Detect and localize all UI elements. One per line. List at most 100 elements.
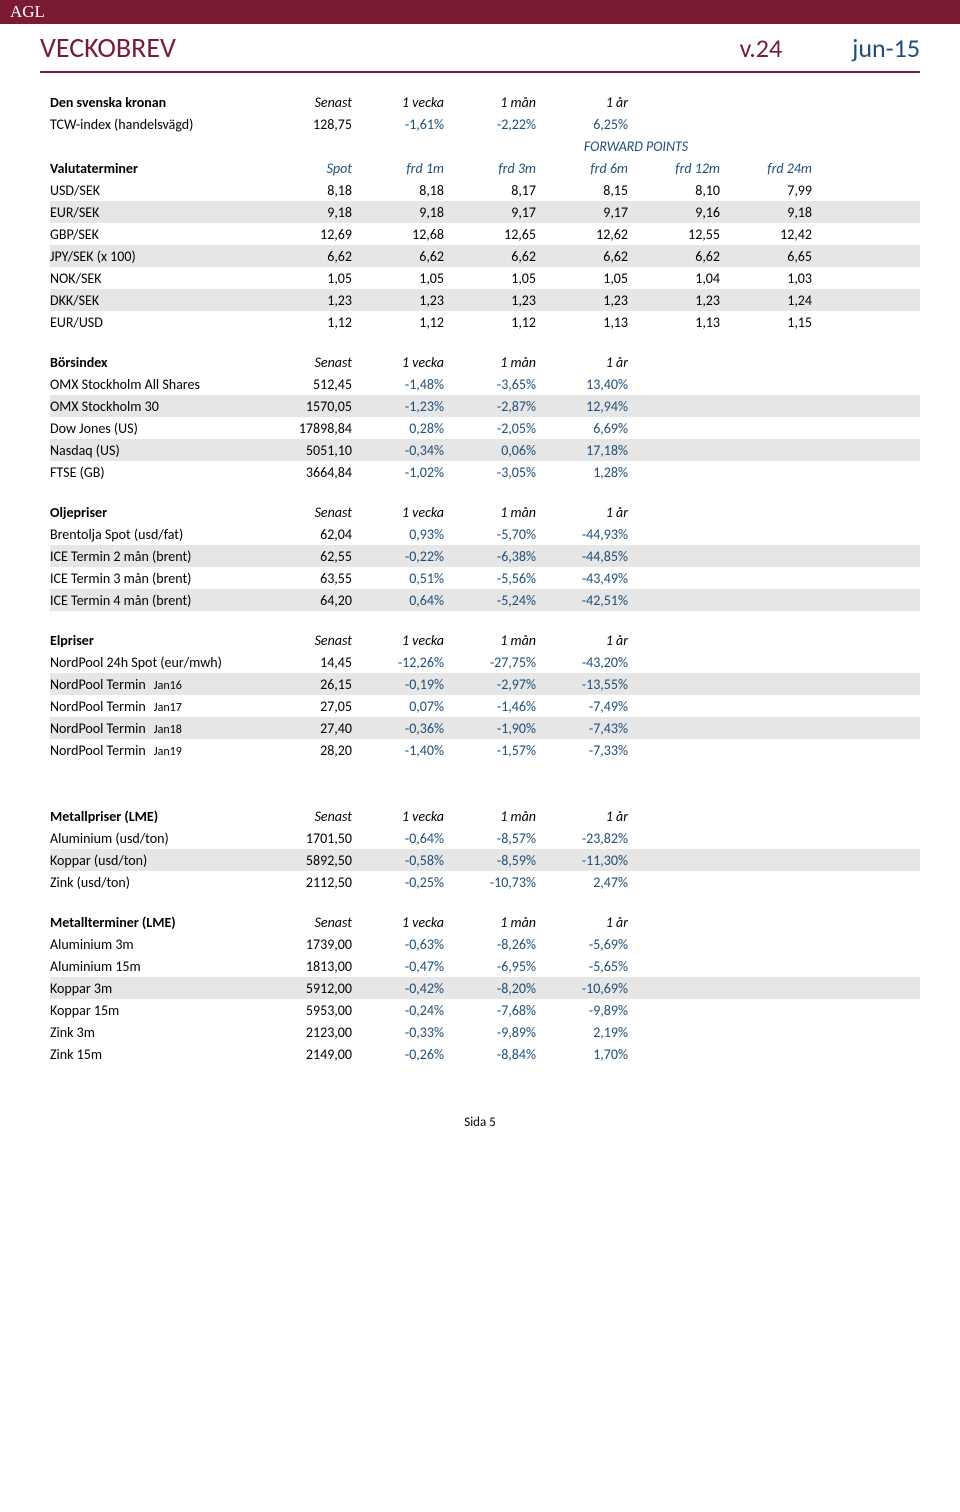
cell: 1,15 (720, 314, 812, 331)
header-month: jun-15 (852, 32, 920, 64)
col: Senast (260, 914, 352, 931)
col: Spot (260, 160, 352, 177)
cell: Aluminium 15m (50, 958, 260, 975)
cell: 8,17 (444, 182, 536, 199)
cell: 1,05 (536, 270, 628, 287)
cell: FTSE (GB) (50, 464, 260, 481)
cell: 5912,00 (260, 980, 352, 997)
cell: -7,33% (536, 742, 628, 759)
col: frd 24m (720, 160, 812, 177)
cell: -2,22% (444, 116, 536, 133)
cell: -8,26% (444, 936, 536, 953)
cell: 512,45 (260, 376, 352, 393)
cell: Koppar (usd/ton) (50, 852, 260, 869)
header: VECKOBREV v.24 jun-15 (40, 26, 920, 73)
cell: 1,23 (444, 292, 536, 309)
cell: 1813,00 (260, 958, 352, 975)
table-row: EUR/SEK9,189,189,179,179,169,18 (50, 201, 920, 223)
col: 1 år (536, 354, 628, 371)
col: frd 12m (628, 160, 720, 177)
section-title: Metallpriser (LME) (50, 808, 260, 825)
cell: -7,43% (536, 720, 628, 737)
cell: 1,05 (352, 270, 444, 287)
brand-bar: AGL (0, 0, 960, 24)
cell: -9,89% (536, 1002, 628, 1019)
col: 1 vecka (352, 354, 444, 371)
cell: -12,26% (352, 654, 444, 671)
cell: -1,40% (352, 742, 444, 759)
col: 1 vecka (352, 504, 444, 521)
cell: 1,23 (352, 292, 444, 309)
cell: -0,34% (352, 442, 444, 459)
cell: 12,68 (352, 226, 444, 243)
cell: -0,36% (352, 720, 444, 737)
cell: Brentolja Spot (usd/fat) (50, 526, 260, 543)
cell: 17,18% (536, 442, 628, 459)
page-number: Sida 5 (0, 1085, 960, 1150)
cell: 9,18 (720, 204, 812, 221)
cell: NordPool TerminJan19 (50, 742, 260, 759)
col: 1 år (536, 914, 628, 931)
cell: -1,46% (444, 698, 536, 715)
table-row: ICE Termin 2 mån (brent)62,55-0,22%-6,38… (50, 545, 920, 567)
cell: 6,62 (628, 248, 720, 265)
cell: 9,16 (628, 204, 720, 221)
cell: 64,20 (260, 592, 352, 609)
cell: -0,33% (352, 1024, 444, 1041)
col: frd 1m (352, 160, 444, 177)
tcw-row: TCW-index (handelsvägd) 128,75 -1,61% -2… (50, 113, 920, 135)
cell: 5953,00 (260, 1002, 352, 1019)
cell: -1,23% (352, 398, 444, 415)
cell: ICE Termin 2 mån (brent) (50, 548, 260, 565)
cell: -8,57% (444, 830, 536, 847)
col: Senast (260, 94, 352, 111)
cell: 1570,05 (260, 398, 352, 415)
cell: -0,26% (352, 1046, 444, 1063)
col: 1 år (536, 504, 628, 521)
cell: 9,17 (536, 204, 628, 221)
cell: 7,99 (720, 182, 812, 199)
table-row: Dow Jones (US)17898,840,28%-2,05%6,69% (50, 417, 920, 439)
cell: 1,05 (444, 270, 536, 287)
krona-title: Den svenska kronan (50, 94, 260, 111)
cell: 12,69 (260, 226, 352, 243)
col: 1 vecka (352, 94, 444, 111)
cell: -13,55% (536, 676, 628, 693)
cell: -0,22% (352, 548, 444, 565)
cell: -10,73% (444, 874, 536, 891)
cell: -0,47% (352, 958, 444, 975)
cell: -0,64% (352, 830, 444, 847)
section: Metallterminer (LME)Senast1 vecka1 mån1 … (50, 911, 920, 1065)
cell: -42,51% (536, 592, 628, 609)
cell: 1,05 (260, 270, 352, 287)
cell: 12,62 (536, 226, 628, 243)
cell: 12,42 (720, 226, 812, 243)
cell: EUR/SEK (50, 204, 260, 221)
col: Senast (260, 354, 352, 371)
cell: 8,18 (260, 182, 352, 199)
cell: 1,23 (260, 292, 352, 309)
cell: DKK/SEK (50, 292, 260, 309)
table-row: NordPool TerminJan1727,050,07%-1,46%-7,4… (50, 695, 920, 717)
cell: 2112,50 (260, 874, 352, 891)
cell: 26,15 (260, 676, 352, 693)
fp-row: FORWARD POINTS (50, 135, 920, 157)
table-row: FTSE (GB)3664,84-1,02%-3,05%1,28% (50, 461, 920, 483)
cell: 27,40 (260, 720, 352, 737)
cell: -8,84% (444, 1046, 536, 1063)
table-row: Koppar 3m5912,00-0,42%-8,20%-10,69% (50, 977, 920, 999)
cell: 1,23 (628, 292, 720, 309)
cell: -5,70% (444, 526, 536, 543)
cell: 6,25% (536, 116, 628, 133)
table-row: NordPool TerminJan1626,15-0,19%-2,97%-13… (50, 673, 920, 695)
col: 1 mån (444, 808, 536, 825)
cell: 6,62 (260, 248, 352, 265)
cell: Zink 15m (50, 1046, 260, 1063)
table-row: NordPool 24h Spot (eur/mwh)14,45-12,26%-… (50, 651, 920, 673)
col: frd 6m (536, 160, 628, 177)
cell: -8,59% (444, 852, 536, 869)
header-week: v.24 (740, 32, 783, 64)
cell: Dow Jones (US) (50, 420, 260, 437)
cell: 1,13 (628, 314, 720, 331)
cell: -6,95% (444, 958, 536, 975)
